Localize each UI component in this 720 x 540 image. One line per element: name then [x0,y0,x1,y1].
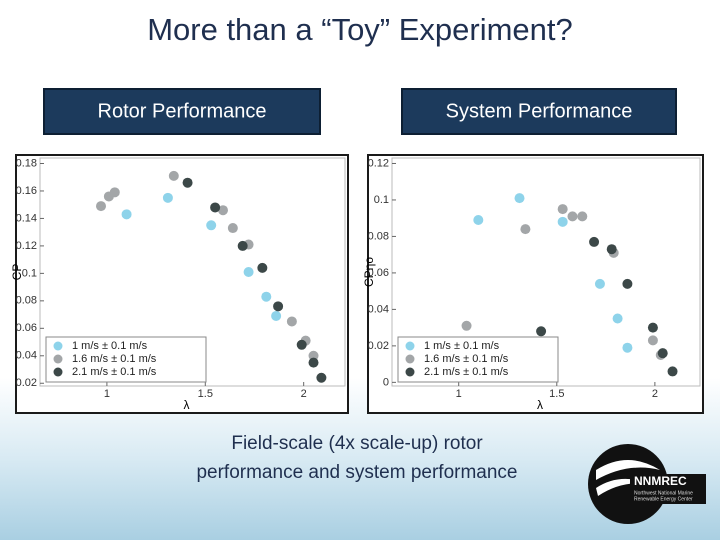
data-point [461,320,472,331]
data-point [308,350,319,361]
legend-label: 2.1 m/s ± 0.1 m/s [424,366,509,378]
x-tick-label: 2 [652,388,658,400]
y-tick-label: 0.16 [16,185,37,197]
label-box [401,88,677,135]
x-tick-label: 2 [301,388,307,400]
data-point [168,170,179,181]
legend-marker [405,354,415,364]
data-point [557,216,568,227]
y-tick-label: 0.08 [368,230,389,242]
x-tick-label: 1 [104,388,110,400]
data-point [227,223,238,234]
data-point [218,205,228,216]
legend-label: 1 m/s ± 0.1 m/s [424,340,500,352]
x-axis-label: λ [537,398,543,412]
data-point [567,211,578,222]
data-point [162,192,173,203]
data-point [257,262,268,273]
y-tick-label: 0.1 [22,267,37,279]
data-point [647,335,658,346]
logo-wave [596,460,660,480]
data-point [286,316,297,327]
data-point [657,348,668,359]
y-tick-label: 0.14 [16,212,37,224]
legend-box [397,336,559,383]
x-tick-label: 1 [456,388,462,400]
data-point [514,193,525,204]
legend-marker [53,341,63,351]
label-box-text: System Performance [446,100,633,122]
data-point [667,366,678,377]
y-axis-label: CP [10,264,24,281]
caption: Field-scale (4x scale-up) rotor [231,433,483,454]
data-point [520,224,531,235]
y-tick-label: 0.12 [368,157,389,169]
y-tick-label: 0.06 [16,322,37,334]
data-point [577,211,588,222]
data-point [594,278,605,289]
legend-box [45,336,207,383]
logo-band [630,474,706,504]
y-tick-label: 0 [383,376,389,388]
data-point [622,342,633,353]
legend-marker [405,341,415,351]
y-tick-label: 0.02 [368,340,389,352]
data-point [237,240,248,251]
y-tick-label: 0.02 [16,377,37,389]
data-point [271,310,282,321]
caption: performance and system performance [196,462,517,483]
data-point [261,291,272,302]
data-point [296,339,307,350]
data-point [243,267,254,277]
legend-label: 1.6 m/s ± 0.1 m/s [424,353,509,365]
legend-marker [53,354,63,364]
logo-name: NNMREC [634,474,687,488]
x-tick-label: 1.5 [549,388,564,400]
y-tick-label: 0.18 [16,157,37,169]
data-point [647,322,658,333]
data-point [96,201,106,212]
data-point [206,220,217,231]
y-tick-label: 0.08 [16,295,37,307]
data-point [109,187,120,198]
x-axis-label: λ [184,398,190,412]
data-point [612,313,623,324]
legend-label: 1.6 m/s ± 0.1 m/s [72,353,157,365]
data-point [589,236,600,247]
y-tick-label: 0.04 [368,303,389,315]
data-point [308,357,319,368]
y-tick-label: 0.1 [374,194,389,206]
data-point [606,244,617,255]
legend-marker [53,367,63,377]
logo-subtitle: Northwest National Marine [634,490,693,496]
label-box [43,88,321,135]
data-point [121,209,132,220]
y-tick-label: 0.04 [16,350,37,362]
y-axis-label: CPηo [362,257,376,287]
data-point [557,204,568,215]
x-tick-label: 1.5 [198,388,213,400]
legend-label: 1 m/s ± 0.1 m/s [72,340,148,352]
data-point [273,301,284,312]
data-point [210,202,221,213]
data-point [182,177,193,188]
data-point [622,278,633,289]
label-box-text: Rotor Performance [98,100,267,122]
legend-label: 2.1 m/s ± 0.1 m/s [72,366,157,378]
data-point [473,215,484,226]
data-point [316,372,327,383]
logo: NNMREC Northwest National Marine Renewab… [588,444,706,524]
logo-subtitle: Renewable Energy Center [634,496,693,502]
slide-title: More than a “Toy” Experiment? [147,12,573,47]
y-tick-label: 0.06 [368,267,389,279]
legend-marker [405,367,415,377]
data-point [536,326,547,337]
y-tick-label: 0.12 [16,240,37,252]
